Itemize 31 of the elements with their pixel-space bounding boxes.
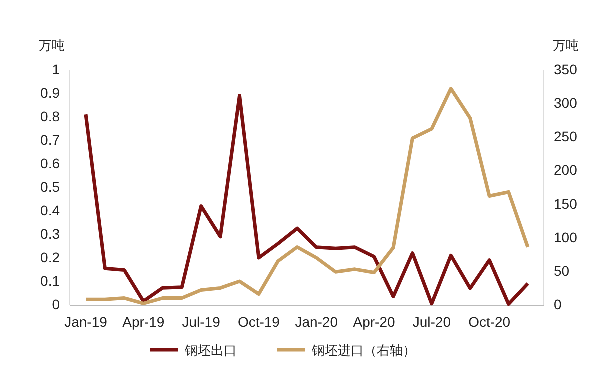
y2-tick-label: 250: [554, 128, 578, 145]
y-tick-label: 0.1: [40, 272, 60, 289]
y-tick-label: 1: [52, 61, 60, 78]
y2-tick-label: 350: [554, 61, 578, 78]
x-tick-label: Jan-19: [64, 314, 108, 330]
y2-tick-label: 300: [554, 95, 578, 112]
legend-label: 钢坯进口（右轴）: [311, 343, 416, 358]
x-tick-label: Jul-20: [412, 314, 452, 330]
y-tick-label: 0.7: [40, 132, 60, 148]
y2-tick-label: 100: [554, 229, 578, 246]
y2-tick-label: 150: [554, 196, 578, 212]
y-tick-label: 0.3: [40, 226, 60, 242]
y-tick-label: 0.2: [40, 249, 60, 266]
y2-tick-label: 200: [554, 162, 578, 178]
y2-tick-label: 50: [554, 262, 570, 279]
y2-tick-label: 0: [554, 296, 562, 312]
y-tick-label: 0.5: [40, 178, 60, 195]
y-tick-label: 0.8: [40, 108, 60, 124]
y-tick-label: 0.4: [40, 202, 60, 218]
x-tick-label: Oct-19: [238, 314, 280, 330]
legend-label: 钢坯出口: [184, 343, 237, 358]
y-axis-title: 万吨: [39, 38, 65, 53]
y-tick-label: 0.6: [40, 155, 60, 172]
x-tick-label: Jan-20: [295, 314, 338, 330]
y-tick-label: 0: [52, 296, 60, 312]
x-tick-label: Apr-20: [353, 314, 396, 330]
x-tick-label: Apr-19: [122, 314, 165, 330]
x-tick-label: Jul-19: [182, 314, 221, 330]
y2-axis-title: 万吨: [553, 38, 579, 53]
y-tick-label: 0.9: [40, 84, 60, 101]
x-tick-label: Oct-20: [468, 314, 511, 330]
